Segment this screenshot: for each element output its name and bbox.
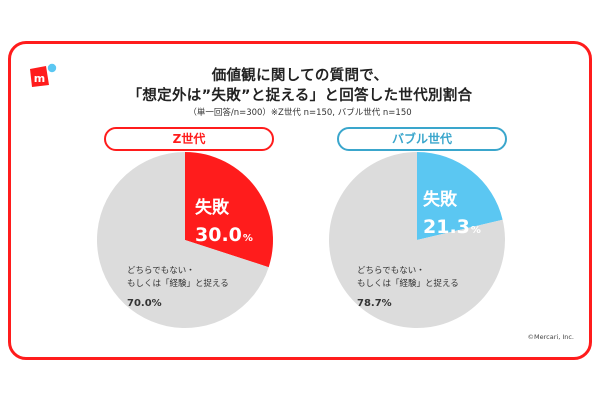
z-generation-pie: 失敗 30.0% どちらでもない・ もしくは「経験」と捉える 70.0% [96, 151, 273, 328]
slice-value-other: 70.0% [127, 298, 162, 309]
pie-slice-failure [185, 152, 273, 268]
bubble-generation-label: バブル世代 [337, 127, 507, 151]
slice-label-other-line2: もしくは「経験」と捉える [357, 278, 459, 289]
pie-slice-other [96, 151, 269, 328]
slice-label-other-line1: どちらでもない・ [357, 266, 425, 276]
chart-title-line2: 「想定外は”失敗”と捉える」と回答した世代別割合 [127, 88, 473, 104]
logo-letter: m [34, 72, 45, 85]
slice-value-other: 78.7% [357, 298, 392, 309]
slice-label-failure: 失敗 [195, 197, 230, 218]
slice-value-number: 30.0 [195, 224, 242, 246]
slice-value-number: 21.3 [423, 216, 470, 238]
slice-value-failure: 21.3% [423, 216, 481, 238]
slice-label-failure: 失敗 [423, 189, 458, 210]
slice-label-other-line2: もしくは「経験」と捉える [127, 278, 229, 289]
chart-title-line1: 価値観に関しての質問で、 [211, 68, 389, 84]
copyright-text: ©Mercari, Inc. [527, 333, 574, 341]
mercari-logo-icon: m [30, 63, 57, 87]
pie-slice-other [328, 152, 505, 328]
z-generation-label: Z世代 [104, 127, 274, 151]
slice-value-unit: % [471, 225, 481, 236]
bubble-generation-pie: 失敗 21.3% どちらでもない・ もしくは「経験」と捉える 78.7% [328, 152, 505, 328]
chart-subtitle: （単一回答/n=300）※Z世代 n=150, バブル世代 n=150 [188, 108, 412, 118]
slice-label-other-line1: どちらでもない・ [127, 266, 195, 276]
pie-slice-failure [417, 152, 503, 240]
slice-value-failure: 30.0% [195, 224, 253, 246]
slice-value-unit: % [243, 233, 253, 244]
